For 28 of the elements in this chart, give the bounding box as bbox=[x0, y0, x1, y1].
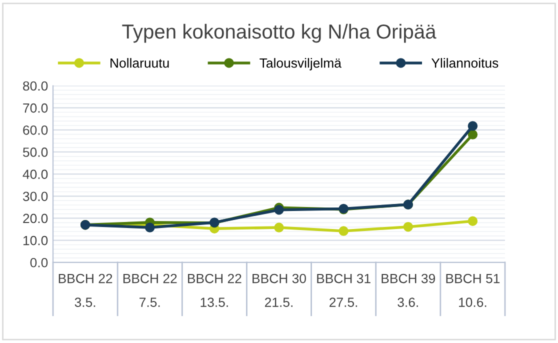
x-tick-label: BBCH 51 10.6. bbox=[446, 274, 500, 307]
y-tick-label: 40.0 bbox=[22, 170, 48, 179]
point bbox=[468, 130, 478, 140]
legend-label: Nollaruutu bbox=[110, 58, 169, 68]
point bbox=[403, 222, 413, 232]
legend-label: Talousviljelmä bbox=[260, 58, 342, 70]
y-tick-label: 80.0 bbox=[23, 81, 48, 91]
x-tick-label: BBCH 30 21.5. bbox=[252, 274, 306, 307]
y-tick-label: 0.0 bbox=[30, 258, 48, 268]
y-tick-label: 10.0 bbox=[23, 236, 48, 246]
point bbox=[468, 121, 478, 131]
x-tick-label: BBCH 22 7.5. bbox=[123, 274, 177, 307]
x-tick-label: BBCH 39 3.6. bbox=[382, 274, 436, 307]
chart-title: Typen kokonaisotto kg N/ha Oripää bbox=[122, 24, 436, 43]
point bbox=[274, 222, 284, 232]
point bbox=[468, 216, 478, 226]
point bbox=[274, 204, 284, 215]
y-tick-label: 70.0 bbox=[23, 103, 48, 113]
point bbox=[338, 226, 348, 236]
x-tick-label: BBCH 31 27.5. bbox=[317, 274, 370, 307]
legend-label: Ylilannoitus bbox=[431, 58, 498, 68]
y-tick-label: 30.0 bbox=[22, 192, 48, 202]
x-tick-label: BBCH 22 3.5. bbox=[58, 274, 112, 307]
y-tick-label: 20.0 bbox=[23, 214, 48, 224]
y-tick-label: 50.0 bbox=[23, 148, 48, 157]
point bbox=[145, 222, 155, 232]
x-tick-label: BBCH 22 13.5. bbox=[188, 274, 242, 307]
y-tick-label: 60.0 bbox=[23, 125, 48, 135]
